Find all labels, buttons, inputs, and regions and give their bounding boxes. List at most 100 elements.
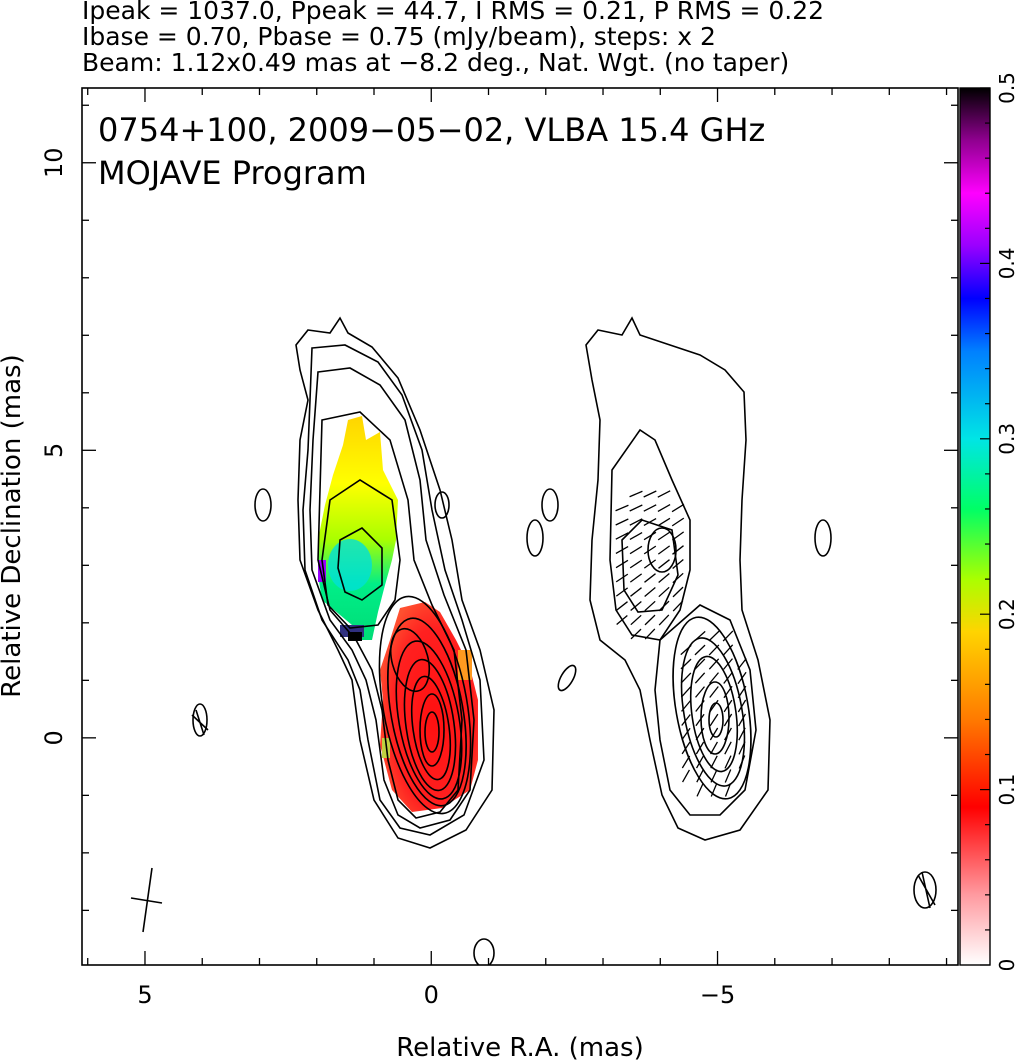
evpa-tick — [680, 644, 692, 656]
evpa-tick — [724, 727, 732, 741]
evpa-tick — [644, 628, 656, 640]
evpa-tick — [723, 699, 733, 713]
evpa-tick — [709, 699, 719, 713]
evpa-tick — [658, 614, 670, 626]
evpa-tick — [671, 503, 685, 513]
evpa-tick — [629, 545, 643, 555]
evpa-ticks — [615, 490, 747, 797]
axis-tick-labels: 5 0 −5 0 5 10 — [40, 147, 735, 1009]
evpa-tick — [615, 573, 629, 583]
evpa-tick — [681, 714, 691, 726]
evpa-tick — [644, 614, 656, 626]
evpa-tick — [629, 518, 643, 526]
colorbar-tick-label: 0 — [995, 959, 1019, 972]
header-line-2: Ibase = 0.70, Pbase = 0.75 (mJy/beam), s… — [82, 22, 716, 51]
x-tick-label: 0 — [424, 981, 439, 1009]
evpa-tick — [710, 783, 718, 797]
evpa-tick — [629, 573, 643, 583]
evpa-tick — [723, 713, 733, 727]
evpa-tick — [681, 741, 691, 755]
evpa-tick — [658, 559, 670, 569]
evpa-tick — [724, 769, 732, 783]
evpa-tick — [738, 755, 746, 769]
evpa-tick — [644, 600, 656, 612]
evpa-tick — [616, 614, 628, 626]
evpa-tick — [738, 741, 746, 755]
total-intensity-contours — [191, 316, 495, 965]
evpa-tick — [696, 769, 704, 783]
evpa-tick — [708, 658, 720, 670]
evpa-tick — [696, 783, 704, 797]
evpa-tick — [710, 741, 718, 755]
evpa-tick — [694, 658, 706, 670]
evpa-tick — [615, 504, 629, 512]
evpa-tick — [643, 531, 657, 541]
evpa-tick — [737, 685, 747, 699]
evpa-tick — [680, 658, 692, 670]
evpa-tick — [657, 545, 671, 555]
evpa-tick — [615, 545, 629, 555]
evpa-tick — [629, 504, 643, 512]
evpa-tick — [643, 559, 657, 569]
axis-ticks — [82, 88, 958, 965]
evpa-tick — [681, 727, 691, 741]
evpa-tick — [615, 559, 629, 569]
evpa-tick — [695, 741, 705, 755]
evpa-tick — [672, 586, 684, 598]
evpa-tick — [672, 558, 684, 570]
evpa-tick — [657, 503, 671, 513]
evpa-tick — [615, 587, 629, 597]
evpa-tick — [671, 531, 685, 541]
evpa-tick — [724, 783, 732, 797]
evpa-tick — [709, 672, 719, 684]
evpa-tick — [710, 755, 718, 769]
colorbar-tick-labels: 0 0.1 0.2 0.3 0.4 0.5 — [995, 72, 1019, 971]
y-tick-label: 5 — [40, 443, 68, 458]
evpa-tick — [681, 700, 691, 712]
evpa-tick — [643, 490, 657, 498]
y-axis-label: Relative Declination (mas) — [0, 354, 27, 697]
evpa-tick — [671, 517, 685, 527]
evpa-tick — [695, 686, 705, 698]
colorbar-ticks — [980, 87, 990, 966]
evpa-tick — [682, 769, 690, 783]
x-axis-label: Relative R.A. (mas) — [396, 1033, 643, 1060]
evpa-tick — [723, 672, 733, 684]
evpa-tick — [658, 586, 670, 598]
evpa-tick — [643, 504, 657, 512]
evpa-tick — [643, 545, 657, 555]
evpa-tick — [708, 644, 720, 656]
colorbar-tick-label: 0.1 — [995, 774, 1019, 806]
evpa-tick — [629, 531, 643, 541]
colorbar — [960, 88, 990, 965]
y-tick-label: 0 — [40, 730, 68, 745]
evpa-tick — [630, 587, 642, 597]
evpa-tick — [737, 658, 747, 670]
evpa-tick — [696, 755, 704, 769]
plot-title-line-2: MOJAVE Program — [98, 154, 367, 192]
evpa-tick — [657, 517, 671, 527]
evpa-tick — [694, 644, 706, 656]
beam-marker — [130, 867, 163, 933]
polarized-intensity-contours — [526, 316, 937, 909]
evpa-tick — [657, 490, 671, 498]
evpa-tick — [615, 518, 629, 526]
evpa-tick — [709, 727, 719, 741]
fractional-polarization-image — [318, 416, 478, 812]
colorbar-frame — [959, 87, 991, 966]
evpa-tick — [629, 559, 643, 569]
plot-title-line-1: 0754+100, 2009−05−02, VLBA 15.4 GHz — [98, 111, 765, 149]
evpa-tick — [710, 769, 718, 783]
evpa-tick — [724, 741, 732, 755]
x-tick-label: 5 — [137, 981, 152, 1009]
header-line-1: Ipeak = 1037.0, Ppeak = 44.7, I RMS = 0.… — [82, 0, 825, 25]
evpa-tick — [672, 600, 684, 612]
evpa-tick — [616, 601, 628, 611]
evpa-tick — [657, 531, 671, 541]
evpa-tick — [658, 572, 670, 584]
evpa-tick — [709, 686, 719, 698]
x-tick-label: −5 — [700, 981, 735, 1009]
evpa-tick — [695, 700, 705, 712]
evpa-tick — [737, 699, 747, 713]
